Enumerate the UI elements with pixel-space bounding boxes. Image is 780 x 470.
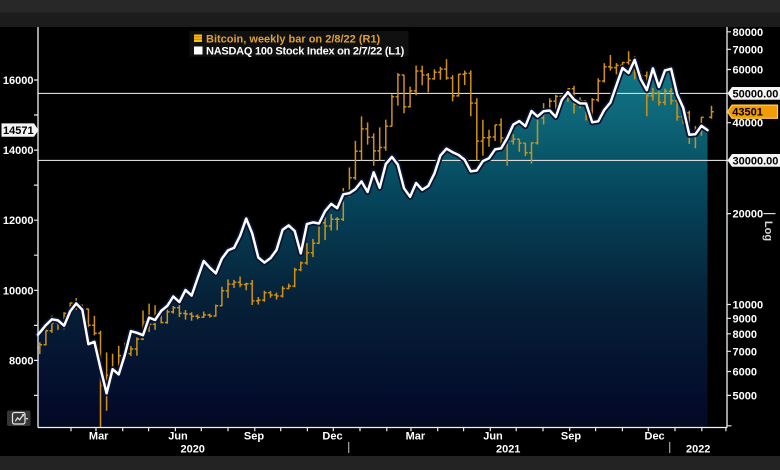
svg-text:50000.00: 50000.00 [733, 88, 779, 100]
svg-text:Mar: Mar [89, 431, 109, 443]
svg-text:10000: 10000 [3, 285, 34, 297]
svg-text:2021: 2021 [496, 444, 520, 456]
svg-text:80000: 80000 [733, 27, 764, 39]
svg-text:6000: 6000 [733, 367, 757, 379]
svg-text:2022: 2022 [686, 444, 710, 456]
svg-text:20000: 20000 [733, 209, 764, 221]
svg-text:Dec: Dec [645, 431, 665, 443]
svg-text:Bitcoin, weekly bar on 2/8/22: Bitcoin, weekly bar on 2/8/22 (R1) [206, 34, 381, 46]
svg-text:7000: 7000 [733, 346, 757, 358]
svg-text:Mar: Mar [406, 431, 426, 443]
svg-text:40000: 40000 [733, 118, 764, 130]
svg-text:Jun: Jun [168, 431, 188, 443]
svg-text:Log: Log [762, 221, 774, 241]
svg-text:10000: 10000 [733, 300, 764, 312]
svg-text:30000.00: 30000.00 [733, 155, 779, 167]
svg-text:16000: 16000 [3, 75, 34, 87]
svg-text:8000: 8000 [9, 355, 33, 367]
svg-text:9000: 9000 [733, 313, 757, 325]
svg-text:12000: 12000 [3, 215, 34, 227]
svg-text:43501: 43501 [732, 107, 763, 119]
svg-text:70000: 70000 [733, 44, 764, 56]
svg-text:2020: 2020 [180, 444, 204, 456]
svg-text:Sep: Sep [561, 431, 581, 443]
svg-text:Jun: Jun [483, 431, 503, 443]
svg-text:Sep: Sep [244, 431, 264, 443]
svg-text:14571: 14571 [3, 125, 34, 137]
svg-text:Dec: Dec [322, 431, 342, 443]
svg-text:NASDAQ 100 Stock Index on 2/7/: NASDAQ 100 Stock Index on 2/7/22 (L1) [206, 46, 405, 58]
svg-text:5000: 5000 [733, 390, 757, 402]
svg-text:8000: 8000 [733, 329, 757, 341]
svg-text:14000: 14000 [3, 145, 34, 157]
svg-text:60000: 60000 [733, 65, 764, 77]
